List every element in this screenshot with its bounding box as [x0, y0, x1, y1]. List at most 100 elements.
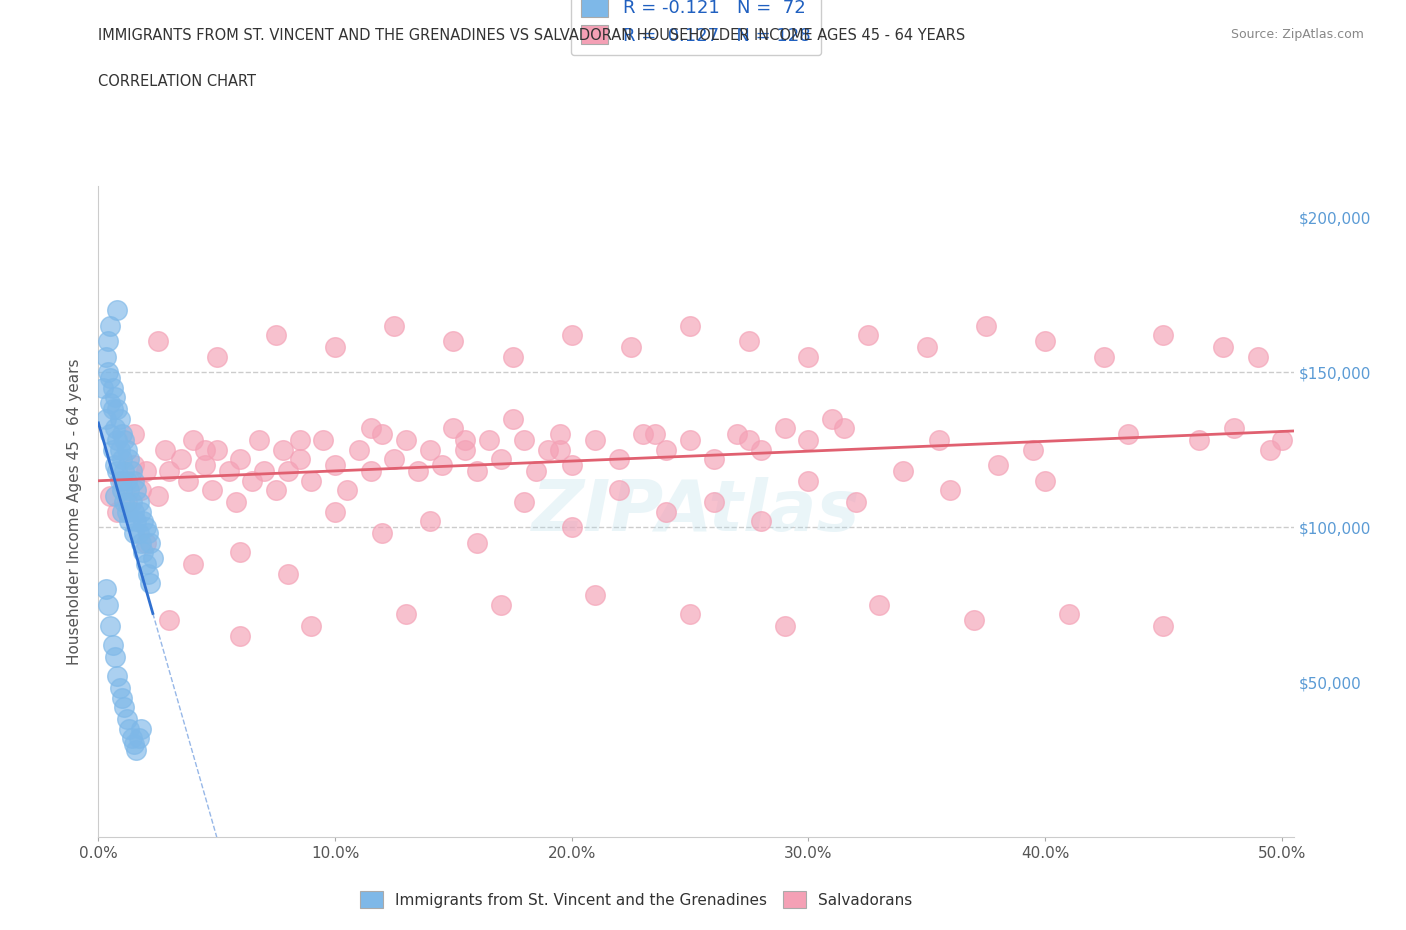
Point	[146, 334, 169, 349]
Point	[679, 606, 702, 621]
Point	[1057, 606, 1080, 621]
Point	[122, 427, 145, 442]
Point	[323, 339, 346, 354]
Point	[181, 557, 204, 572]
Point	[114, 495, 136, 510]
Point	[135, 464, 157, 479]
Point	[128, 730, 150, 745]
Point	[1033, 334, 1056, 349]
Point	[136, 525, 159, 540]
Point	[821, 411, 844, 426]
Point	[963, 613, 986, 628]
Point	[101, 402, 124, 417]
Point	[513, 432, 536, 447]
Point	[125, 743, 148, 758]
Point	[288, 451, 311, 466]
Point	[395, 432, 418, 447]
Point	[181, 432, 204, 447]
Point	[502, 349, 524, 364]
Point	[561, 458, 583, 472]
Point	[583, 432, 606, 447]
Point	[419, 513, 441, 528]
Point	[1188, 432, 1211, 447]
Point	[105, 669, 128, 684]
Point	[101, 442, 124, 457]
Point	[247, 432, 270, 447]
Point	[194, 458, 217, 472]
Point	[111, 504, 134, 519]
Point	[218, 464, 240, 479]
Point	[105, 432, 128, 447]
Point	[98, 488, 121, 503]
Point	[856, 327, 879, 342]
Point	[323, 504, 346, 519]
Point	[312, 432, 335, 447]
Point	[135, 557, 157, 572]
Point	[122, 458, 145, 472]
Point	[91, 380, 114, 395]
Point	[111, 690, 134, 705]
Point	[104, 390, 127, 405]
Point	[115, 711, 138, 726]
Point	[277, 566, 299, 581]
Point	[122, 473, 145, 488]
Point	[146, 488, 169, 503]
Point	[548, 427, 571, 442]
Point	[679, 432, 702, 447]
Point	[205, 442, 228, 457]
Point	[288, 432, 311, 447]
Point	[1152, 327, 1174, 342]
Point	[264, 483, 287, 498]
Point	[129, 721, 152, 736]
Point	[703, 495, 725, 510]
Point	[454, 442, 477, 457]
Point	[797, 432, 820, 447]
Point	[868, 597, 890, 612]
Point	[738, 334, 761, 349]
Point	[139, 576, 162, 591]
Point	[94, 581, 117, 596]
Point	[142, 551, 165, 565]
Point	[607, 483, 630, 498]
Point	[132, 513, 155, 528]
Point	[454, 432, 477, 447]
Point	[679, 318, 702, 333]
Point	[465, 464, 488, 479]
Point	[108, 442, 131, 457]
Point	[105, 464, 128, 479]
Point	[101, 637, 124, 652]
Point	[502, 411, 524, 426]
Point	[360, 420, 382, 435]
Point	[104, 650, 127, 665]
Point	[299, 473, 322, 488]
Point	[655, 442, 678, 457]
Point	[1033, 473, 1056, 488]
Point	[797, 473, 820, 488]
Point	[489, 451, 512, 466]
Point	[122, 737, 145, 751]
Point	[524, 464, 547, 479]
Legend: Immigrants from St. Vincent and the Grenadines, Salvadorans: Immigrants from St. Vincent and the Gren…	[354, 885, 918, 914]
Point	[194, 442, 217, 457]
Point	[277, 464, 299, 479]
Point	[371, 525, 394, 540]
Point	[1247, 349, 1270, 364]
Point	[105, 302, 128, 317]
Point	[129, 504, 152, 519]
Point	[738, 432, 761, 447]
Point	[118, 721, 141, 736]
Point	[111, 451, 134, 466]
Point	[115, 504, 138, 519]
Point	[1092, 349, 1115, 364]
Point	[655, 504, 678, 519]
Point	[749, 513, 772, 528]
Point	[98, 427, 121, 442]
Point	[419, 442, 441, 457]
Point	[382, 318, 405, 333]
Point	[104, 458, 127, 472]
Point	[201, 483, 224, 498]
Point	[114, 464, 136, 479]
Point	[271, 442, 294, 457]
Point	[773, 618, 796, 633]
Point	[1258, 442, 1281, 457]
